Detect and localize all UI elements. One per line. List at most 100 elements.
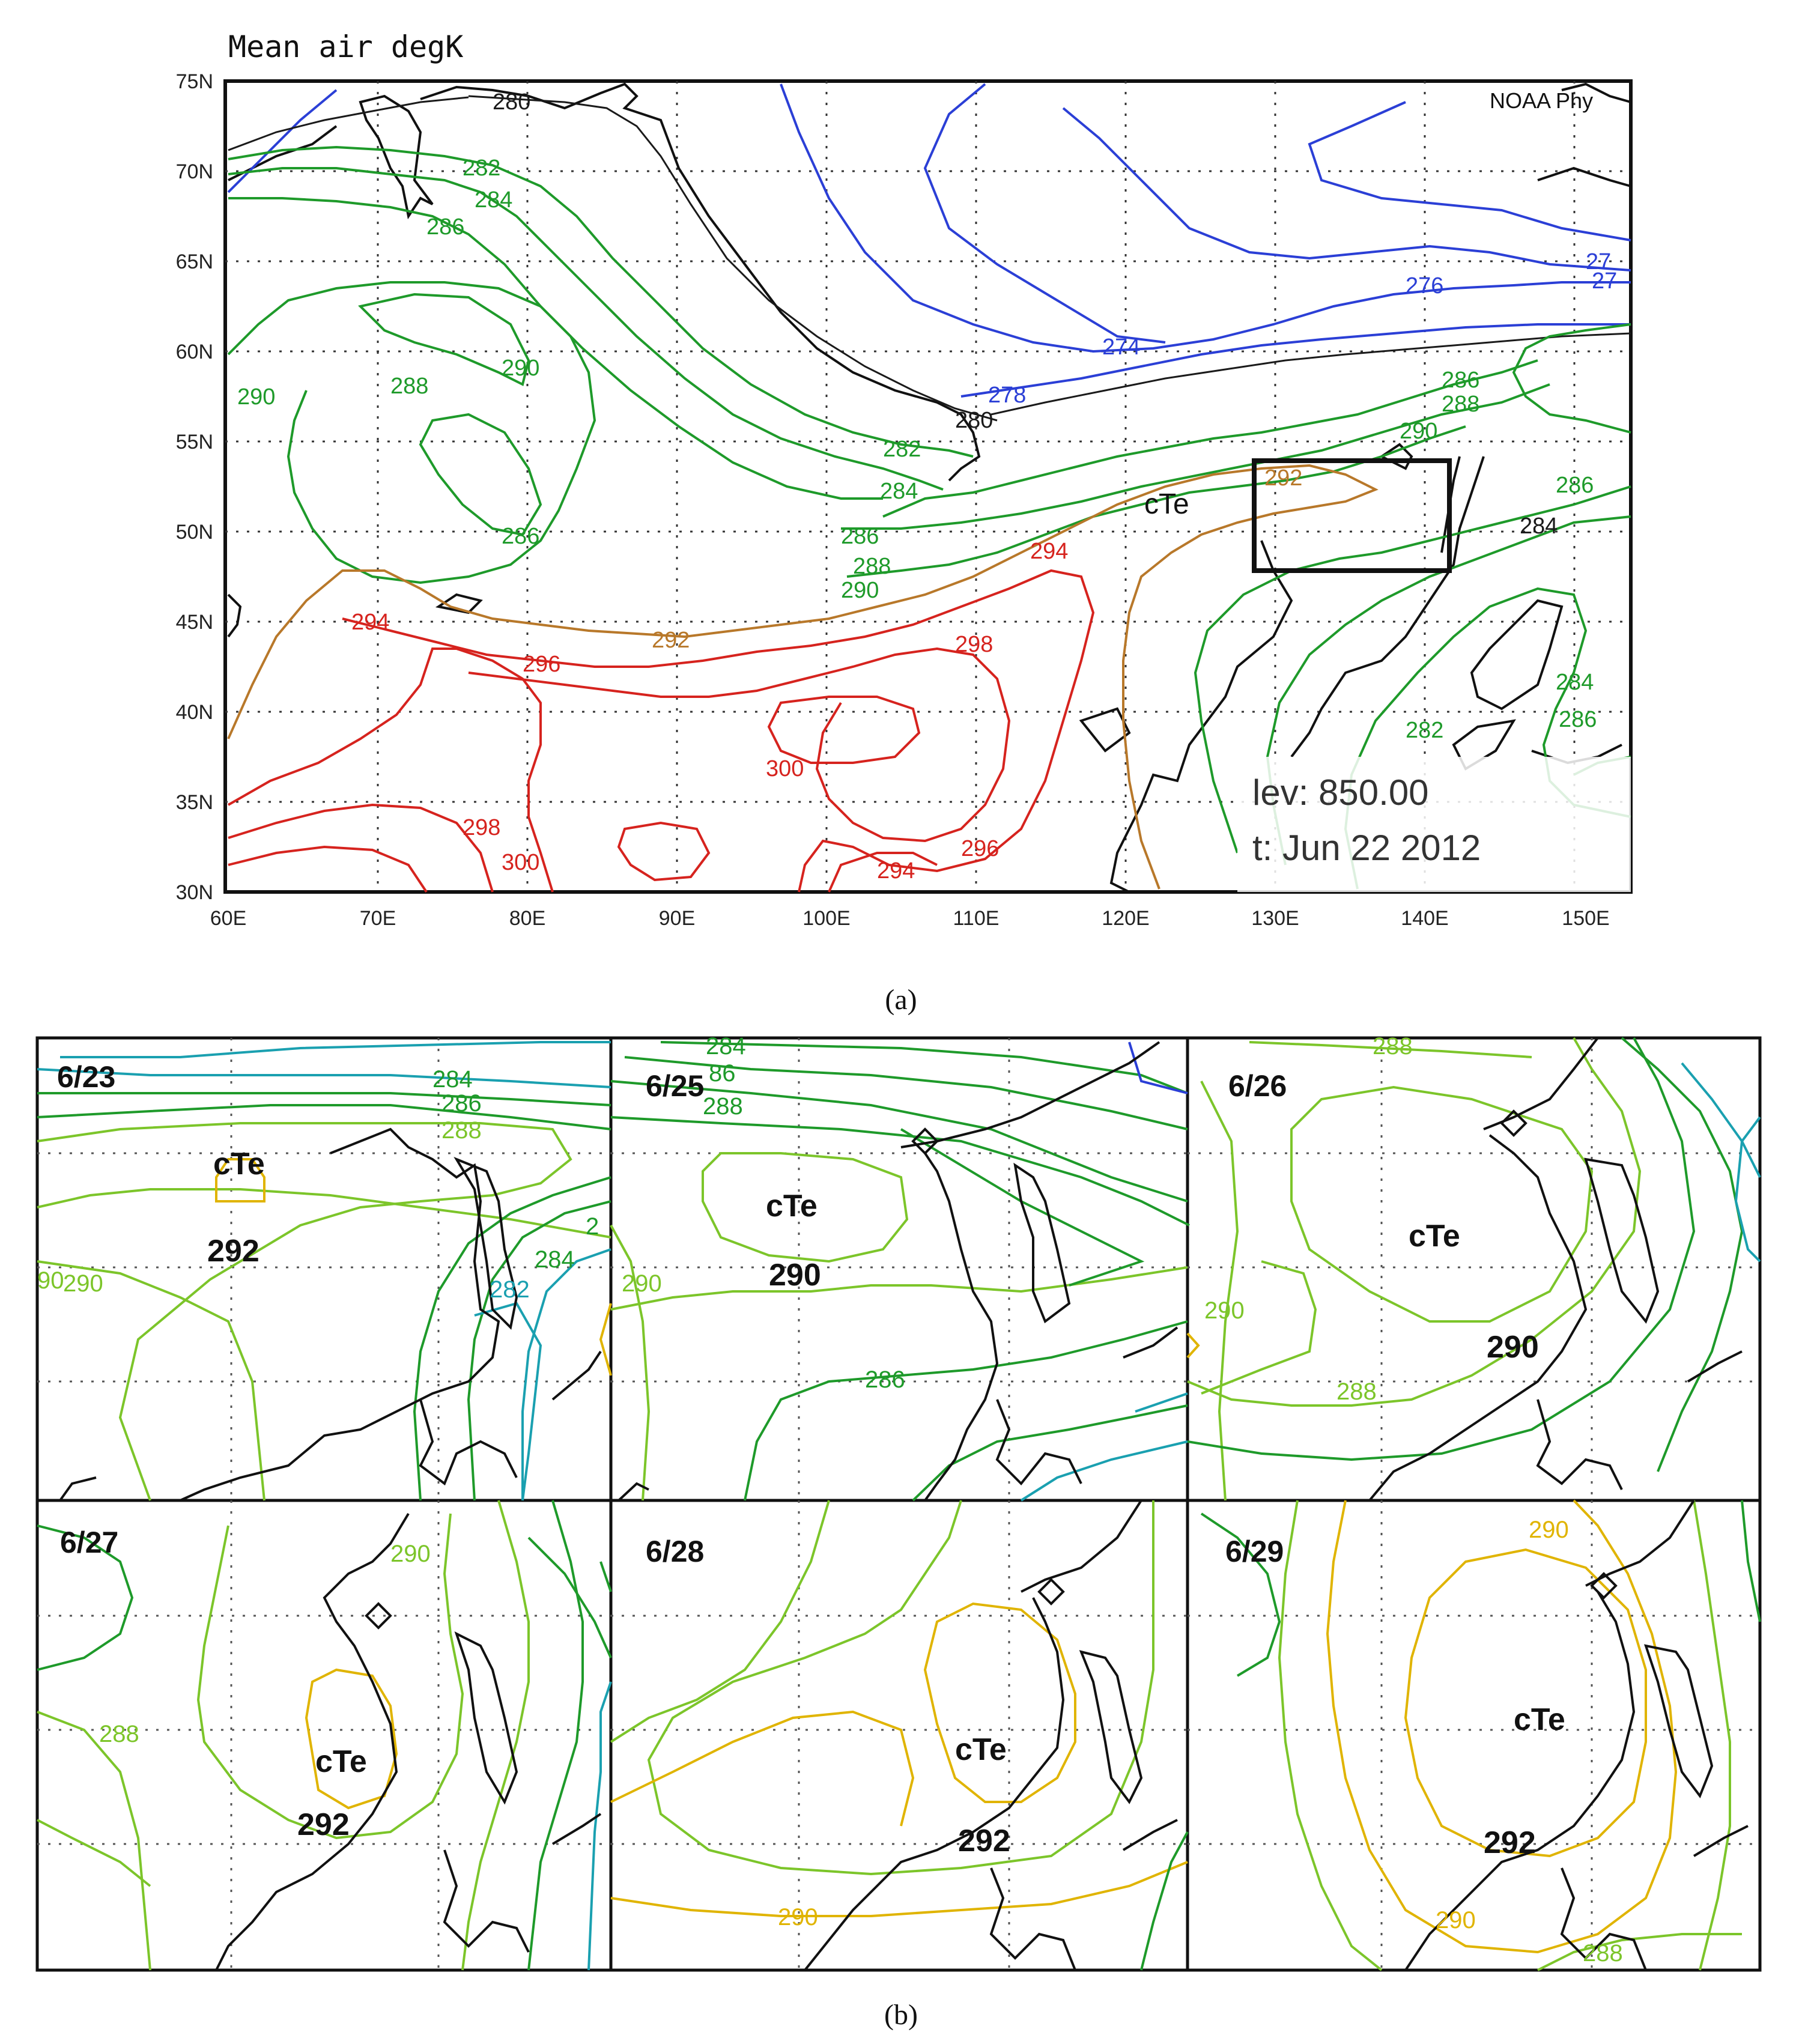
contour-label: 294 [351,610,389,635]
x-tick-label: 60E [210,907,247,930]
subpanel-contour-label: 288 [99,1721,139,1747]
subpanel-value-label: 292 [1484,1825,1536,1860]
map-grid [225,81,1631,892]
subpanel-date: 6/28 [646,1535,704,1568]
contour-label: 276 [1406,273,1443,299]
y-tick-label: 50N [176,521,213,544]
subpanel-6-27 [37,1500,612,1971]
subpanel-contour-label: 284 [535,1246,575,1273]
contour-label: 290 [502,356,539,381]
contour-label: 290 [841,578,879,603]
contour-label: 298 [955,632,993,657]
subpanel-contour-label: 290 [622,1270,662,1297]
contour-label: 284 [880,479,918,504]
subpanel-contour-label: 290 [1529,1517,1569,1543]
subpanel-contour-label: 288 [703,1093,743,1120]
contour-label: 282 [1406,718,1443,743]
subpanel-frame [35,1036,613,1502]
subpanel-contour-label: 2 [586,1213,599,1240]
subpanel-air-mass-label: cTe [1409,1219,1460,1254]
contours-orange [227,464,1379,890]
subpanel-6-26 [1186,1037,1761,1501]
subpanel-contour-label: 288 [441,1117,482,1144]
subpanel-grids [37,1038,1760,1970]
contour-label: 290 [1400,419,1437,444]
air-mass-label: cTe [1144,488,1189,520]
contour-label: 296 [961,836,999,861]
contour-label: 280 [955,408,993,433]
contour-label: 286 [502,524,539,549]
contour-label: 282 [883,437,921,462]
subpanel-6-28 [610,1500,1189,1971]
x-tick-label: 80E [509,907,546,930]
annotation-box: lev: 850.00 t: Jun 22 2012 [1237,757,1631,892]
subpanel-6-27-coast [215,1512,602,1971]
contour-label: 286 [426,214,464,240]
subpanel-value-label: 292 [958,1824,1010,1858]
y-tick-label: 70N [176,160,213,183]
contour-label: 288 [390,374,428,399]
subpanel-contour-label: 288 [1373,1033,1413,1060]
level-label: lev: 850.00 [1252,772,1429,813]
y-tick-label: 35N [176,791,213,814]
subpanel-air-mass-label: cTe [766,1189,818,1224]
coastlines [227,82,1631,893]
subpanel-date: 6/29 [1225,1535,1284,1568]
y-tick-label: 45N [176,611,213,634]
contours-dark [228,95,1631,422]
contour-label: 286 [1556,473,1594,498]
subpanel-value-label: 290 [769,1258,821,1293]
contour-label: 27 [1586,249,1611,274]
x-tick-label: 90E [659,907,696,930]
contour-label: 290 [237,384,275,410]
x-tick-label: 150E [1562,907,1609,930]
subpanel-contour-label: 286 [865,1366,905,1393]
subpanel-value-label: 290 [1487,1330,1539,1365]
subpanel-contour-label: 86 [709,1060,736,1087]
contour-label: 286 [1559,707,1597,732]
caption-b: (b) [884,1999,918,2031]
contour-label: 294 [877,858,915,884]
subpanel-air-mass-label: cTe [315,1744,367,1779]
subpanel-6-23 [37,1041,612,1501]
subpanel-frame [1186,1499,1762,1972]
subpanel-contour-label: 286 [441,1090,482,1117]
contour-label: 292 [652,628,690,653]
contour-label: 292 [1264,466,1302,491]
time-label: t: Jun 22 2012 [1252,828,1481,868]
contour-label: 296 [523,652,560,677]
subpanel-contour-label: 290 [390,1541,431,1567]
subpanel-date: 6/23 [57,1060,115,1094]
subpanel-contour-label: 284 [706,1033,746,1060]
contour-label: 288 [1442,392,1479,417]
subpanel-date: 6/26 [1228,1069,1287,1103]
subpanel-6-28-coast [804,1499,1178,1971]
y-tick-label: 60N [176,341,213,363]
subpanel-value-label: 292 [207,1234,259,1269]
contours-red [228,569,1095,893]
subpanel-air-mass-label: cTe [213,1147,265,1181]
subpanel-6-23-coast [59,1127,602,1502]
contour-label: 298 [463,815,500,840]
y-tick-label: 75N [176,70,213,93]
contour-label: 286 [1442,368,1479,393]
x-tick-label: 130E [1251,907,1299,930]
panel-a-title: Mean air degK [228,29,463,64]
subpanel-date: 6/27 [60,1526,118,1559]
subpanel-value-label: 292 [297,1807,350,1842]
subpanel-6-25-coast [617,1041,1179,1502]
subpanel-6-29-coast [1404,1499,1749,1971]
contour-label: 294 [1030,539,1068,564]
x-tick-label: 70E [360,907,396,930]
subpanel-contour-label: 288 [1336,1378,1377,1405]
x-tick-label: 140E [1401,907,1448,930]
contour-label: 280 [493,89,530,115]
caption-a: (a) [885,984,917,1016]
subpanel-contour-label: 290 [778,1904,818,1930]
contour-label: 282 [463,156,500,181]
subpanel-contour-label: 288 [1583,1940,1623,1967]
contour-label: 27 [1592,268,1617,294]
y-tick-label: 65N [176,250,213,273]
contour-label: 288 [853,554,891,579]
